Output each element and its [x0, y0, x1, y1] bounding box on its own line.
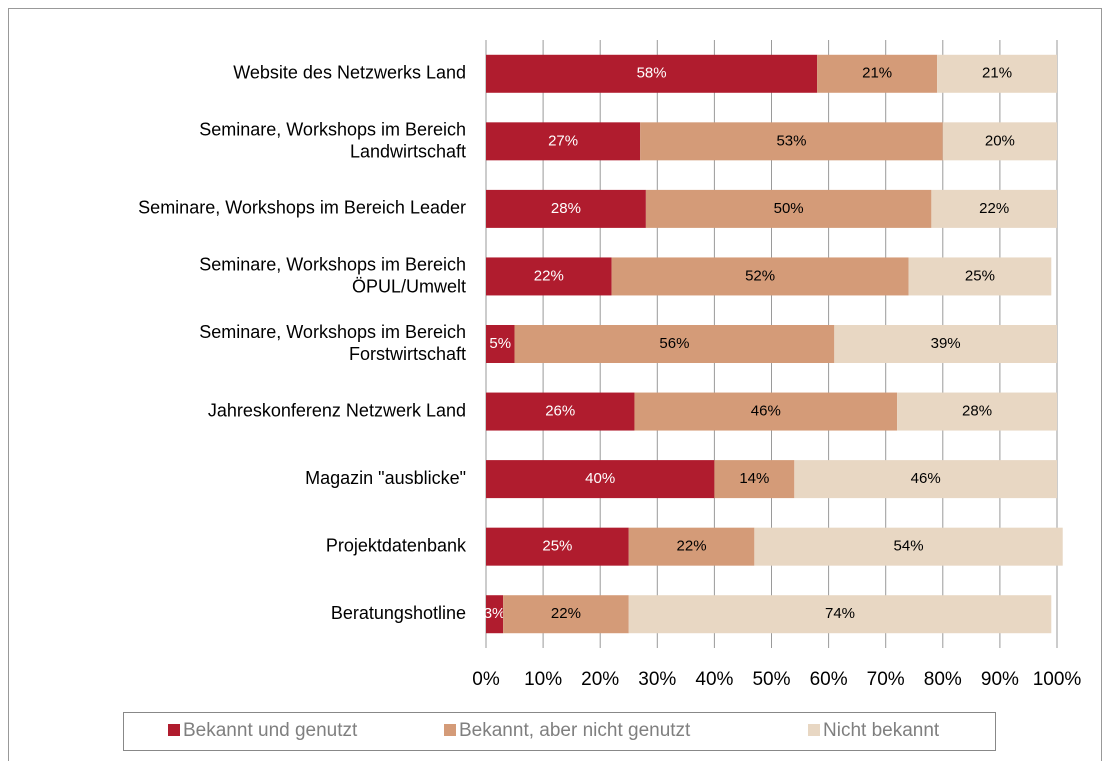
bar-segment	[714, 460, 795, 499]
data-label: 28%	[551, 200, 581, 217]
bar-segment	[794, 460, 1057, 499]
x-tick-label: 30%	[638, 669, 676, 690]
data-label: 3%	[484, 605, 506, 622]
data-label: 22%	[677, 538, 707, 555]
x-tick-label: 20%	[581, 669, 619, 690]
data-label: 26%	[545, 403, 575, 420]
bar-segment	[514, 325, 835, 363]
bar-segment	[937, 54, 1057, 93]
bar-segment	[942, 122, 1057, 161]
bar-segment	[486, 595, 504, 634]
bar-segment	[486, 325, 515, 363]
data-label: 56%	[659, 335, 689, 352]
data-label: 5%	[489, 335, 511, 352]
bar-segment	[486, 392, 635, 431]
data-label: 58%	[637, 65, 667, 82]
data-label: 25%	[542, 538, 572, 555]
data-label: 21%	[982, 65, 1012, 82]
bar-segment	[908, 257, 1052, 296]
category-label: Magazin "ausblicke"	[305, 468, 466, 488]
data-label: 21%	[862, 65, 892, 82]
category-label: Projektdatenbank	[326, 535, 467, 555]
bar-segment	[486, 527, 629, 566]
category-label: Jahreskonferenz Netzwerk Land	[208, 400, 466, 420]
bar-segment	[640, 122, 943, 161]
category-label: Seminare, Workshops im Bereich Forstwirts…	[199, 322, 466, 364]
bar-segment	[897, 392, 1057, 431]
data-label: 25%	[965, 267, 995, 284]
data-label: 54%	[894, 538, 924, 555]
bar-segment	[634, 392, 898, 431]
data-label: 22%	[551, 605, 581, 622]
data-label: 50%	[774, 200, 804, 217]
legend-label: Bekannt und genutzt	[183, 720, 358, 741]
data-label: 27%	[548, 132, 578, 149]
bar-segment	[645, 189, 932, 228]
bar-segment	[611, 257, 909, 296]
data-label: 14%	[739, 470, 769, 487]
bar-segment	[834, 325, 1057, 363]
x-tick-label: 0%	[472, 669, 500, 690]
data-label: 53%	[776, 132, 806, 149]
category-label: Website des Netzwerks Land	[233, 63, 466, 83]
bar-segment	[628, 527, 755, 566]
bar-segment	[503, 595, 629, 634]
bar-segment	[931, 189, 1057, 228]
chart-frame	[8, 8, 1102, 761]
x-tick-label: 50%	[752, 669, 790, 690]
legend-swatch	[444, 724, 456, 736]
category-label: Seminare, Workshops im Bereich Landwirtsc…	[199, 119, 466, 161]
data-label: 20%	[985, 132, 1015, 149]
data-label: 28%	[962, 403, 992, 420]
bar-segment	[486, 460, 715, 499]
legend-swatch	[808, 724, 820, 736]
x-tick-label: 90%	[981, 669, 1019, 690]
data-label: 52%	[745, 267, 775, 284]
x-tick-label: 10%	[524, 669, 562, 690]
bar-segment	[486, 257, 612, 296]
data-label: 22%	[534, 267, 564, 284]
category-label: Seminare, Workshops im Bereich ÖPUL/Umwel…	[199, 254, 466, 296]
category-label: Seminare, Workshops im Bereich Leader	[138, 198, 466, 218]
x-tick-label: 60%	[810, 669, 848, 690]
bar-segment	[628, 595, 1052, 634]
data-label: 22%	[979, 200, 1009, 217]
bar-segment	[486, 122, 641, 161]
x-tick-label: 70%	[867, 669, 905, 690]
legend-label: Nicht bekannt	[823, 720, 940, 741]
data-label: 46%	[751, 403, 781, 420]
bar-segment	[486, 54, 818, 93]
x-tick-label: 100%	[1033, 669, 1082, 690]
legend-box	[123, 712, 996, 751]
legend-label: Bekannt, aber nicht genutzt	[459, 720, 691, 741]
data-label: 74%	[825, 605, 855, 622]
x-tick-label: 40%	[695, 669, 733, 690]
data-label: 46%	[911, 470, 941, 487]
x-tick-label: 80%	[924, 669, 962, 690]
bar-segment	[817, 54, 938, 93]
bar-segment	[486, 189, 646, 228]
category-label: Beratungshotline	[331, 603, 466, 623]
bar-segment	[754, 527, 1063, 566]
legend-swatch	[168, 724, 180, 736]
data-label: 40%	[585, 470, 615, 487]
data-label: 39%	[931, 335, 961, 352]
